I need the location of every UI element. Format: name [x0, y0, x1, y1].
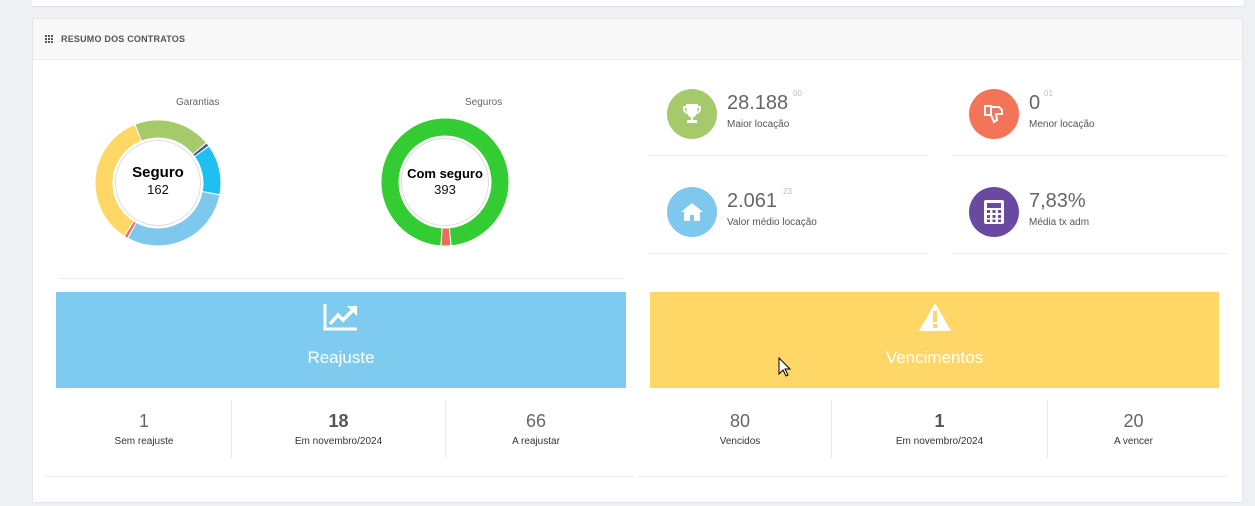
calculator-icon: [969, 187, 1019, 237]
donut-segment[interactable]: [135, 120, 206, 154]
donut-segment[interactable]: [193, 143, 209, 156]
home-icon: [667, 187, 717, 237]
divider: [952, 155, 1228, 156]
reajuste-card[interactable]: Reajuste: [56, 292, 626, 388]
divider: [638, 476, 1228, 477]
donut-segment[interactable]: [125, 221, 136, 238]
seguros-center-title: Com seguro: [407, 166, 483, 181]
count-caption: Em novembro/2024: [895, 436, 984, 447]
count-caption: A vencer: [1114, 436, 1153, 447]
count-caption: Sem reajuste: [114, 436, 174, 447]
garantias-center-title: Seguro: [132, 164, 184, 181]
trophy-icon: [667, 89, 717, 139]
vencimentos-card[interactable]: Vencimentos: [650, 292, 1219, 388]
reajuste-a-reajustar[interactable]: 66 A reajustar: [446, 411, 626, 447]
thumbs-down-icon: [969, 89, 1019, 139]
divider: [44, 476, 634, 477]
stat-value: 0: [1029, 92, 1041, 114]
chart-line-icon: [56, 302, 626, 332]
count-value: 80: [729, 411, 751, 431]
stat-sup: 23: [783, 187, 792, 196]
stat-value: 2.061: [727, 190, 778, 212]
stat-value: 28.188: [727, 92, 789, 114]
reajuste-title: Reajuste: [307, 348, 375, 367]
stat-sup: 01: [1044, 89, 1053, 98]
count-value: 18: [328, 411, 349, 431]
garantias-label: Garantias: [176, 97, 220, 108]
donut-segment[interactable]: [128, 191, 220, 246]
stat-label: Menor locação: [1029, 119, 1095, 130]
divider: [58, 278, 624, 279]
seguros-donut-chart[interactable]: [381, 118, 509, 246]
donut-segment[interactable]: [381, 118, 509, 246]
mouse-cursor-icon: [778, 357, 792, 377]
divider: [650, 253, 926, 254]
count-value: 66: [525, 411, 547, 431]
count-value: 1: [138, 411, 149, 431]
garantias-donut-chart[interactable]: [95, 120, 221, 246]
vencimentos-a-vencer[interactable]: 20 A vencer: [1048, 411, 1219, 447]
contract-summary-panel: RESUMO DOS CONTRATOS: [32, 18, 1243, 503]
garantias-donut[interactable]: Seguro 162: [95, 120, 221, 246]
stat-label: Maior locação: [727, 119, 790, 130]
stat-sup: 00: [793, 89, 802, 98]
donut-segment[interactable]: [194, 146, 221, 195]
count-caption: A reajustar: [512, 436, 560, 447]
vencimentos-vencidos[interactable]: 80 Vencidos: [650, 411, 830, 447]
separator: [231, 400, 232, 458]
count-value: 20: [1123, 411, 1144, 431]
garantias-center-value: 162: [147, 182, 169, 197]
count-caption: Vencidos: [719, 436, 761, 447]
panel-title: RESUMO DOS CONTRATOS: [61, 34, 186, 44]
separator: [445, 400, 446, 458]
vencimentos-em-novembro[interactable]: 1 Em novembro/2024: [832, 411, 1047, 447]
separator: [831, 400, 832, 458]
donut-segment[interactable]: [95, 125, 142, 236]
seguros-center-value: 393: [434, 182, 456, 197]
reajuste-sem-reajuste[interactable]: 1 Sem reajuste: [58, 411, 230, 447]
panel-header: RESUMO DOS CONTRATOS: [33, 19, 1242, 60]
warning-icon: [650, 302, 1219, 332]
grid-icon: [45, 34, 54, 44]
count-caption: Em novembro/2024: [294, 436, 383, 447]
seguros-label: Seguros: [465, 97, 503, 108]
stat-value: 7,83%: [1029, 190, 1086, 212]
stat-label: Valor médio locação: [727, 217, 817, 228]
stat-label: Média tx adm: [1029, 217, 1090, 228]
divider: [650, 155, 926, 156]
reajuste-em-novembro[interactable]: 18 Em novembro/2024: [232, 411, 445, 447]
divider: [952, 253, 1228, 254]
top-strip: [32, 0, 1243, 7]
count-value: 1: [934, 411, 945, 431]
separator: [1047, 400, 1048, 458]
vencimentos-title: Vencimentos: [885, 348, 984, 367]
seguros-donut[interactable]: Com seguro 393: [381, 118, 509, 246]
